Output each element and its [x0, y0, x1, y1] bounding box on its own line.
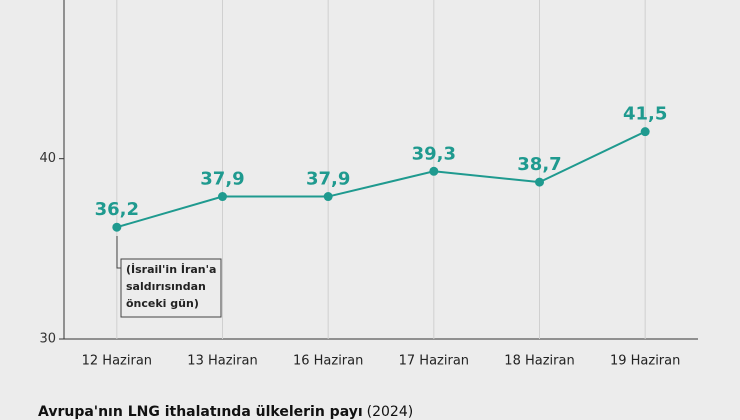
- footer-note: (2024): [367, 404, 414, 420]
- grid: [59, 0, 646, 340]
- value-label: 39,3: [412, 143, 456, 164]
- point: [112, 222, 122, 232]
- value-label: 37,9: [306, 169, 350, 190]
- value-label: 41,5: [623, 104, 667, 125]
- y-tick-label: 30: [39, 332, 56, 347]
- value-label: 38,7: [517, 154, 561, 175]
- value-label: 36,2: [95, 199, 139, 220]
- point: [323, 192, 333, 202]
- x-tick-label: 13 Haziran: [187, 354, 257, 369]
- x-tick-label: 16 Haziran: [293, 354, 363, 369]
- x-tick-label: 17 Haziran: [399, 354, 469, 369]
- point: [535, 177, 544, 187]
- annotation-line: (İsrail'in İran'a: [126, 262, 216, 276]
- y-tick-label: 40: [39, 151, 56, 166]
- footer-title: Avrupa'nın LNG ithalatında ülkelerin pay…: [38, 404, 413, 420]
- annotation-line: önceki gün): [126, 297, 199, 310]
- x-tick-label: 12 Haziran: [82, 354, 152, 369]
- line: [116, 130, 646, 229]
- marks: 36,2 37,9 37,9 39,3 38,7 41,5: [95, 104, 667, 232]
- annotation-arrow: [116, 236, 121, 269]
- value-label: 37,9: [200, 169, 244, 190]
- x-tick-label: 19 Haziran: [610, 354, 680, 369]
- annotation-box: [120, 258, 222, 318]
- annotation-line: saldırısından: [126, 280, 206, 293]
- footer-title-text: Avrupa'nın LNG ithalatında ülkelerin pay…: [38, 404, 363, 420]
- point: [640, 127, 650, 137]
- point: [429, 166, 439, 176]
- point: [218, 192, 227, 202]
- x-tick-label: 18 Haziran: [504, 354, 574, 369]
